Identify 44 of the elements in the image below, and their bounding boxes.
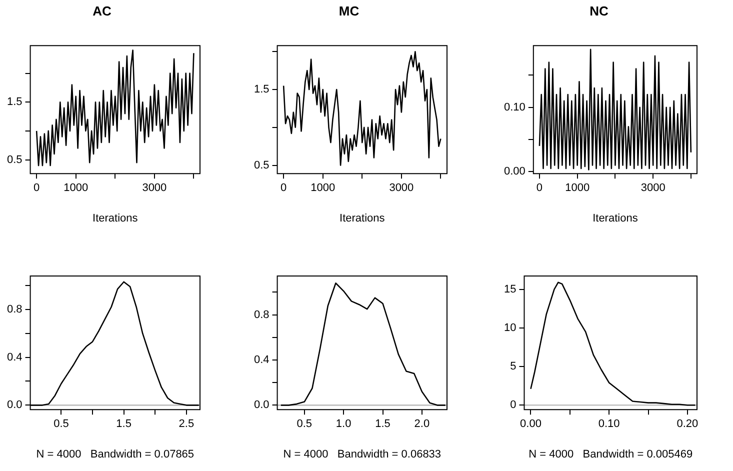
chart-title: NC — [590, 3, 609, 18]
x-tick-label: 1.0 — [336, 418, 352, 430]
x-tick-label: 0 — [34, 182, 40, 194]
y-tick-label: 0.8 — [254, 308, 270, 321]
x-tick-label: 2.5 — [178, 418, 194, 430]
y-tick-label: 0 — [510, 399, 516, 412]
y-tick-label: 15 — [504, 283, 516, 296]
x-axis-title: N = 4000 Bandwidth = 0.06833 — [283, 448, 442, 460]
x-axis-title: Iterations — [592, 212, 638, 224]
x-tick-label: 3000 — [389, 182, 414, 194]
y-tick-label: 5 — [510, 360, 516, 373]
x-tick-label: 1000 — [310, 182, 336, 194]
x-tick-label: 0 — [280, 182, 287, 194]
y-tick-label: 0.10 — [504, 101, 526, 114]
y-tick-label: 0.0 — [6, 399, 22, 412]
x-axis-title: N = 4000 Bandwidth = 0.005469 — [528, 448, 693, 460]
chart-title: MC — [338, 3, 360, 18]
x-tick-label: 0.10 — [598, 418, 620, 430]
x-tick-label: 0.00 — [520, 418, 542, 430]
x-tick-label: 1000 — [64, 182, 88, 194]
x-tick-label: 0.5 — [54, 418, 69, 430]
x-tick-label: 3000 — [142, 182, 167, 194]
x-tick-label: 1000 — [565, 182, 590, 194]
y-tick-label: 1.5 — [254, 84, 270, 96]
x-axis-title: Iterations — [340, 212, 386, 224]
y-tick-label: 1.5 — [6, 96, 22, 108]
y-tick-label: 0.8 — [6, 303, 22, 316]
y-tick-label: 10 — [504, 322, 516, 334]
x-tick-label: 0.20 — [676, 418, 698, 430]
y-tick-label: 0.00 — [504, 166, 526, 178]
y-tick-label: 0.0 — [254, 399, 270, 412]
x-tick-label: 2.0 — [414, 418, 430, 430]
x-axis-title: N = 4000 Bandwidth = 0.07865 — [36, 448, 194, 460]
x-tick-label: 1.5 — [375, 418, 390, 430]
chart-title: AC — [92, 3, 112, 18]
x-tick-label: 1.5 — [116, 418, 132, 430]
x-axis-title: Iterations — [92, 212, 138, 224]
y-tick-label: 0.5 — [6, 154, 22, 166]
y-tick-label: 0.4 — [6, 351, 22, 364]
y-tick-label: 0.5 — [254, 159, 270, 172]
x-tick-label: 0 — [536, 182, 543, 194]
x-tick-label: 0.5 — [296, 418, 312, 430]
y-tick-label: 0.4 — [254, 354, 270, 366]
x-tick-label: 3000 — [640, 182, 666, 194]
